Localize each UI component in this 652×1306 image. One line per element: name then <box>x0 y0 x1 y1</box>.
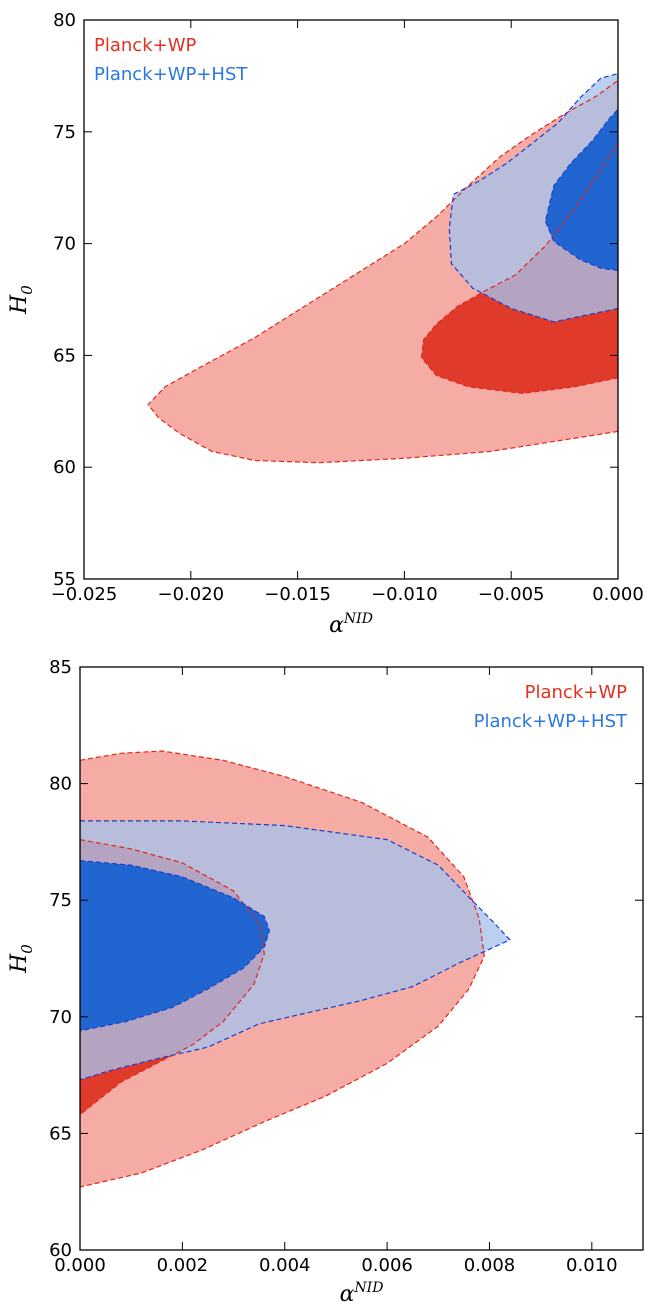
x-tick-label: 0.000 <box>592 584 644 605</box>
y-tick-label: 75 <box>49 890 72 911</box>
x-tick-label: −0.020 <box>157 584 224 605</box>
axes-frame <box>79 666 644 1251</box>
x-tick-label: 0.006 <box>361 1255 413 1276</box>
y-tick-label: 65 <box>49 1123 72 1144</box>
x-tick-label: 0.004 <box>259 1255 311 1276</box>
top-panel: −0.025 −0.020 −0.015 −0.010 −0.005 0.000 55 60 6… <box>7 10 644 638</box>
legend-entry: Planck+WP+HST <box>474 711 628 732</box>
legend-entry: Planck+WP+HST <box>94 64 248 85</box>
y-axis-label: H0 <box>7 944 36 974</box>
x-tick-label: −0.025 <box>51 584 118 605</box>
x-tick-label: −0.015 <box>264 584 331 605</box>
y-tick-label: 60 <box>53 457 76 478</box>
x-tick-label: 0.008 <box>464 1255 516 1276</box>
y-tick-label: 70 <box>49 1007 72 1028</box>
planck-wp-95-outline <box>80 750 485 1188</box>
x-tick-label: 0.010 <box>566 1255 618 1276</box>
y-axis-label: H0 <box>7 285 36 315</box>
y-tick-label: 75 <box>53 122 76 143</box>
planck-wp-hst-68-outline <box>544 108 618 272</box>
planck-wp-68-outline <box>80 838 265 1116</box>
planck-wp-95-outline <box>147 79 618 464</box>
y-tick-label: 60 <box>49 1240 72 1261</box>
plot-area <box>147 73 618 464</box>
legend-entry: Planck+WP <box>94 35 196 56</box>
planck-wp-hst-95-contour <box>449 73 618 322</box>
planck-wp-hst-68-contour <box>80 860 270 1031</box>
x-axis-label: αNID <box>340 1280 384 1306</box>
plot-area <box>80 750 511 1188</box>
x-axis-label: αNID <box>329 611 373 638</box>
planck-wp-68-outline <box>420 141 618 395</box>
x-tick-label: −0.005 <box>478 584 545 605</box>
y-tick-label: 70 <box>53 234 76 255</box>
y-tick-label: 80 <box>49 774 72 795</box>
bottom-panel: 0.000 0.002 0.004 0.006 0.008 0.010 60 65 70 75 80… <box>7 657 644 1306</box>
x-tick-label: 0.000 <box>54 1255 106 1276</box>
y-tick-label: 80 <box>53 10 76 31</box>
planck-wp-hst-95-outline <box>80 820 511 1081</box>
y-tick-label: 65 <box>53 345 76 366</box>
y-tick-label: 55 <box>53 569 76 590</box>
planck-wp-hst-68-outline <box>80 859 271 1032</box>
axes-frame <box>83 19 619 580</box>
x-tick-label: 0.002 <box>157 1255 209 1276</box>
planck-wp-68-contour <box>421 143 618 394</box>
legend-entry: Planck+WP <box>525 682 627 703</box>
y-tick-label: 85 <box>49 657 72 678</box>
planck-wp-hst-68-contour <box>545 109 618 271</box>
x-tick-label: −0.010 <box>371 584 438 605</box>
